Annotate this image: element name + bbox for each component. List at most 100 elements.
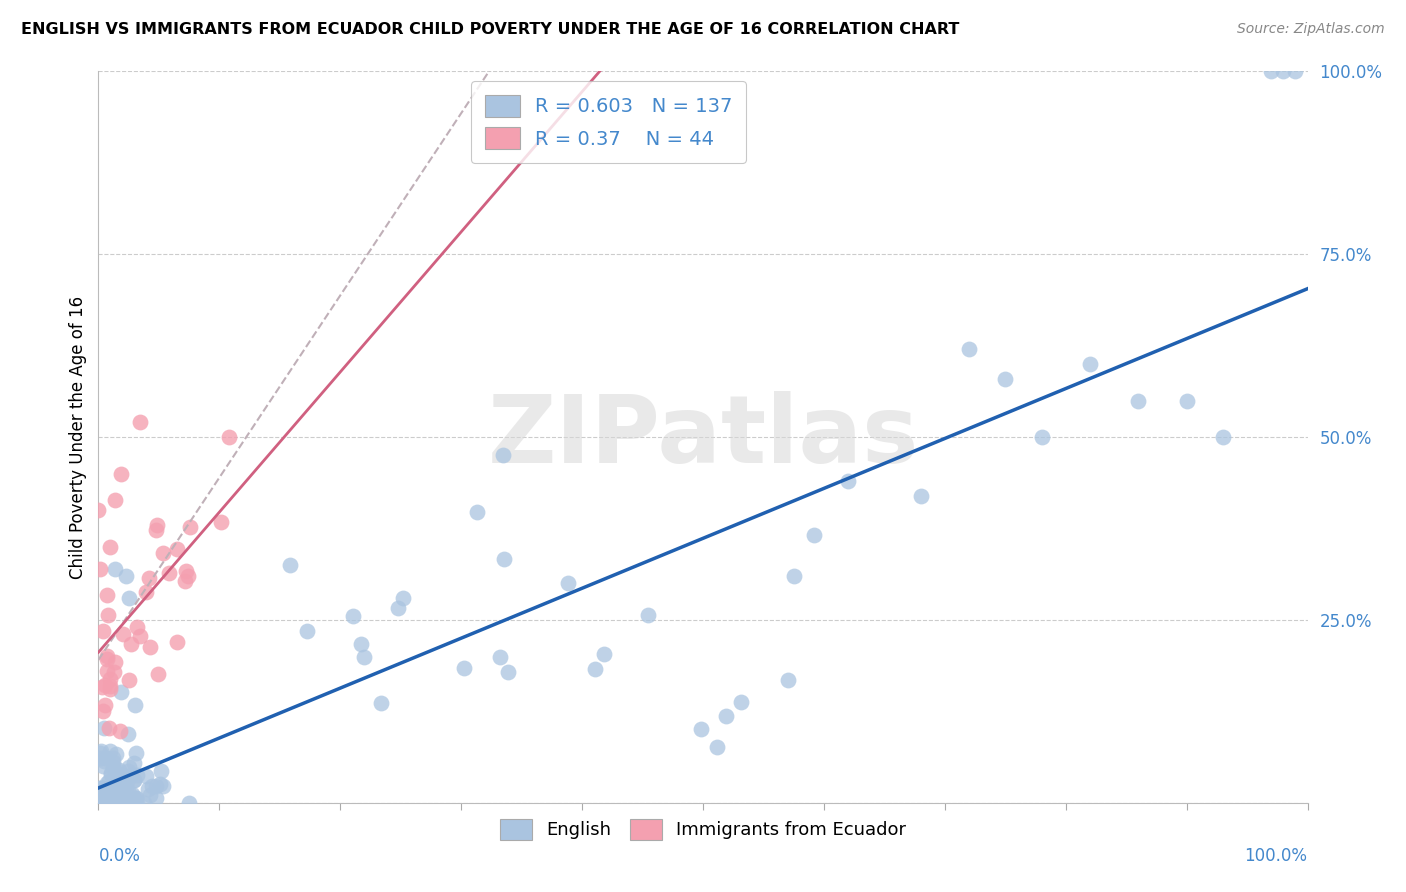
Point [148,667,170,681]
Point [124,698,146,712]
Point [100,767,122,781]
Point [104,655,127,669]
Point [97,608,120,623]
Point [783,569,806,583]
Point [110,771,132,785]
Point [387,601,409,615]
Point [218,430,240,444]
Point [135,585,157,599]
Point [117,727,139,741]
Point [104,796,127,810]
Point [89,781,111,796]
Point [177,796,200,810]
Point [103,783,125,797]
Point [105,790,128,805]
Point [105,796,128,810]
Point [177,568,200,582]
Text: 100.0%: 100.0% [1244,847,1308,864]
Point [1260,64,1282,78]
Point [125,620,148,634]
Point [135,769,157,783]
Point [87,503,110,517]
Point [104,493,127,508]
Text: ZIPatlas: ZIPatlas [488,391,918,483]
Point [117,772,139,786]
Point [136,781,159,796]
Point [342,608,364,623]
Point [453,660,475,674]
Point [111,793,134,807]
Point [125,790,148,805]
Point [101,796,124,810]
Point [689,723,711,737]
Point [803,528,825,542]
Point [138,571,160,585]
Point [145,523,167,537]
Point [122,756,145,771]
Point [96,588,118,602]
Point [90,791,112,805]
Point [111,767,134,781]
Point [96,651,118,665]
Point [994,371,1017,385]
Point [107,781,129,796]
Point [957,343,980,357]
Point [730,695,752,709]
Point [94,750,117,764]
Point [837,474,859,488]
Point [103,796,125,810]
Point [139,788,162,802]
Point [107,777,129,791]
Point [494,551,516,566]
Point [125,768,148,782]
Point [391,591,413,605]
Point [117,764,139,778]
Point [97,785,120,799]
Point [93,796,115,810]
Point [114,569,136,583]
Point [583,662,606,676]
Point [93,722,115,736]
Point [149,777,172,791]
Point [93,796,115,810]
Point [706,740,728,755]
Point [101,761,124,775]
Point [93,698,115,712]
Point [121,787,143,801]
Point [90,744,112,758]
Point [125,746,148,760]
Point [1272,64,1295,78]
Point [100,672,122,686]
Point [110,684,132,698]
Text: Source: ZipAtlas.com: Source: ZipAtlas.com [1237,22,1385,37]
Point [132,796,155,810]
Point [89,750,111,764]
Point [89,562,111,576]
Point [910,489,932,503]
Point [297,624,319,639]
Point [87,787,110,801]
Point [93,758,115,772]
Point [107,796,129,810]
Point [278,558,301,573]
Point [1284,64,1306,78]
Point [97,789,120,803]
Point [96,665,118,679]
Point [111,796,134,810]
Point [145,790,167,805]
Point [107,793,129,807]
Point [103,796,125,810]
Point [1128,393,1150,408]
Point [120,796,142,810]
Text: 0.0%: 0.0% [98,847,141,864]
Point [209,515,232,529]
Point [94,783,117,797]
Point [353,649,375,664]
Point [139,640,162,654]
Point [117,784,139,798]
Point [120,637,142,651]
Point [496,665,519,679]
Point [89,781,111,796]
Point [93,704,115,718]
Point [111,780,134,795]
